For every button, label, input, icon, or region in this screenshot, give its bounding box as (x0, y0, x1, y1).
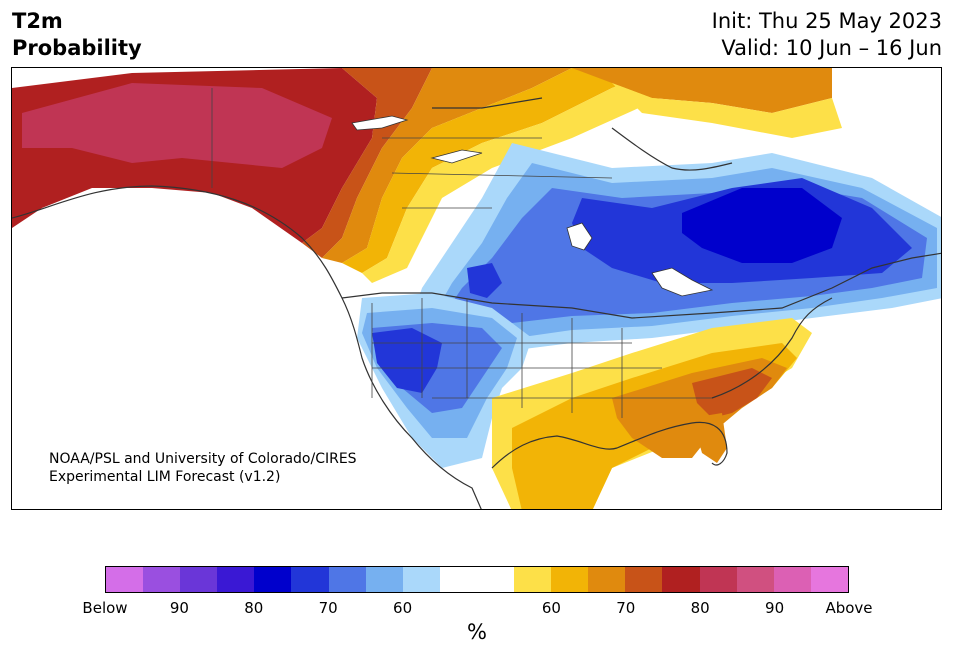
lakes (351, 115, 714, 297)
region-canada-orange (322, 68, 572, 263)
colorbar-segment (699, 567, 737, 592)
colorbar-segment (588, 567, 626, 592)
init-date: Init: Thu 25 May 2023 (711, 9, 942, 33)
colorbar-segment (662, 567, 700, 592)
colorbar-tick-label: 60 (393, 599, 413, 617)
colorbar-segment (291, 567, 329, 592)
colorbar-segment (180, 567, 218, 592)
map-title: T2m Probability (12, 8, 142, 62)
region-arctic-orange (572, 68, 832, 113)
colorbar-tick-label: 70 (318, 599, 338, 617)
colorbar-tick-label: Above (825, 599, 873, 617)
colorbar-unit: % (467, 620, 487, 644)
region-canada-orange-dark (302, 68, 432, 258)
map-canvas (12, 68, 941, 509)
colorbar-segment (328, 567, 366, 592)
map-credit: NOAA/PSL and University of Colorado/CIRE… (49, 450, 357, 486)
colorbar-segment (551, 567, 589, 592)
region-cool-core (682, 188, 842, 263)
region-arctic-yellow (612, 83, 842, 138)
region-rockies-dark (467, 263, 502, 298)
colorbar-segment (810, 567, 848, 592)
region-florida-orange (692, 413, 727, 463)
colorbar-segment (736, 567, 774, 592)
colorbar-segment (217, 567, 255, 592)
colorbar-segment (254, 567, 292, 592)
colorbar-tick-label: 60 (541, 599, 561, 617)
colorbar-segment (365, 567, 403, 592)
forecast-dates: Init: Thu 25 May 2023 Valid: 10 Jun – 16… (712, 8, 942, 62)
colorbar-tick-label: 80 (244, 599, 264, 617)
colorbar (105, 566, 849, 593)
region-southwest-dark (372, 328, 442, 393)
title-type: Probability (12, 36, 142, 60)
state-borders (211, 88, 712, 418)
colorbar-tick-label: 80 (690, 599, 710, 617)
colorbar-tick-label: 90 (169, 599, 189, 617)
colorbar-tick-label: 70 (616, 599, 636, 617)
colorbar-segment (143, 567, 181, 592)
region-alaska-core (22, 83, 332, 168)
coastlines (12, 97, 941, 509)
title-variable: T2m (12, 9, 63, 33)
colorbar-tick-label: Below (82, 599, 128, 617)
credit-line-2: Experimental LIM Forecast (v1.2) (49, 469, 281, 485)
colorbar-segment (625, 567, 663, 592)
colorbar-segment (514, 567, 552, 592)
colorbar-segment (402, 567, 440, 592)
valid-period: Valid: 10 Jun – 16 Jun (721, 36, 942, 60)
region-southeast-dark-orange (692, 368, 772, 418)
probability-map: NOAA/PSL and University of Colorado/CIRE… (11, 67, 942, 510)
credit-line-1: NOAA/PSL and University of Colorado/CIRE… (49, 451, 357, 467)
colorbar-segment (439, 567, 477, 592)
colorbar-segment (476, 567, 515, 592)
colorbar-segment (106, 567, 144, 592)
region-canada-yellow (342, 68, 662, 273)
colorbar-tick-label: 90 (765, 599, 785, 617)
colorbar-segment (773, 567, 811, 592)
